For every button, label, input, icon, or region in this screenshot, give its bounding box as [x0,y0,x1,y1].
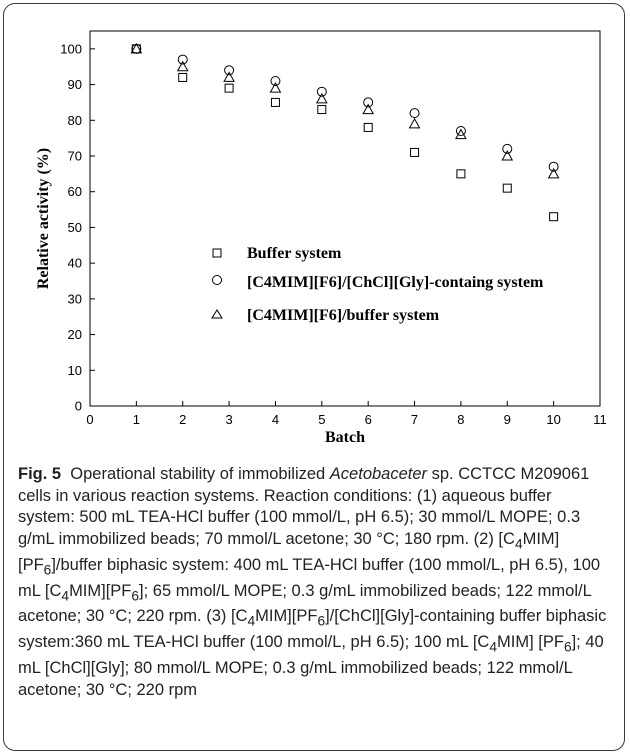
square-point [363,122,373,132]
triangle-point [130,42,143,54]
x-tick-label: 2 [179,412,186,427]
caption-organism: Acetobaceter [329,465,428,483]
caption-sub: 6 [317,613,326,629]
legend-triangle-marker [211,309,223,319]
triangle-point [547,167,560,179]
y-tick-label: 70 [68,149,82,164]
triangle-point [408,117,421,129]
x-tick-label: 8 [457,412,464,427]
caption-text: MIM][PF [18,529,560,574]
caption-sub: 4 [247,613,256,629]
triangle-point [223,71,235,82]
caption-text: MIM][PF [255,607,318,626]
caption-text: MIM] [PF [497,633,564,652]
triangle-point [269,82,282,93]
caption-text: ]; 65 mmol/L MOPE; 0.3 g/mL immobilized … [18,581,592,626]
y-axis-title: Relative activity (%) [35,148,52,289]
caption-sub: 6 [43,561,52,577]
legend-label-chcl-gly: [C4MIM][F6]/[ChCl][Gly]-containg system [247,274,544,291]
x-tick-label: 10 [546,412,560,427]
caption-sub: 4 [489,639,498,655]
square-point [270,97,280,107]
y-tick-label: 90 [68,77,82,92]
caption-text: Operational stability of immobilized [70,465,330,483]
legend-item-buffer: Buffer system [212,245,342,262]
y-axis-ticks: 0 10 20 30 40 50 60 70 80 90 100 [60,41,95,414]
figure-caption: Fig. 5 Operational stability of immobili… [18,464,610,701]
square-point [549,212,559,222]
y-tick-label: 50 [68,220,82,235]
y-tick-label: 30 [68,291,82,306]
circle-point [409,108,420,119]
caption-text: MIM][PF [69,581,132,600]
caption-sub: 4 [61,587,70,603]
legend-square-marker [212,248,222,258]
x-tick-label: 9 [504,412,511,427]
caption-label: Fig. 5 [18,465,62,483]
triangle-point [362,103,375,115]
y-tick-label: 20 [68,327,82,342]
circle-point [548,161,559,172]
x-tick-label: 11 [593,412,607,427]
caption-text: ]/[ChCl][Gly]-containing buffer biphasic… [18,607,607,652]
triangle-point [501,149,514,161]
square-point [317,105,327,115]
triangle-point [455,128,467,140]
circle-point [270,76,281,86]
x-tick-label: 7 [411,412,418,427]
circle-point [363,97,374,108]
circle-point [177,54,188,65]
circle-point [502,143,513,154]
caption-sub: 6 [563,639,572,655]
circle-point [224,65,235,76]
plot-border [89,30,601,407]
x-tick-label: 1 [133,412,140,427]
caption-text: ]; 40 mL [ChCl][Gly]; 80 mmol/L MOPE; 0.… [18,633,604,699]
legend-item-c4mim-buffer: [C4MIM][F6]/buffer system [211,307,440,324]
square-point [502,183,512,193]
caption-sub: 4 [514,536,523,552]
legend-label-buffer: Buffer system [247,245,342,262]
y-tick-label: 100 [60,41,82,56]
markers [130,42,560,222]
square-point [224,83,234,93]
square-point [410,147,420,157]
y-tick-label: 60 [68,184,82,199]
y-tick-label: 80 [68,113,82,128]
x-tick-label: 4 [272,412,279,427]
triangle-point [176,60,189,72]
circle-point [455,126,466,136]
y-tick-label: 40 [68,256,82,271]
x-tick-label: 5 [318,412,325,427]
x-tick-label: 6 [365,412,372,427]
circle-point [316,86,327,97]
figure-frame [3,3,625,751]
square-point [456,169,466,179]
x-axis-title: Batch [325,429,365,446]
x-tick-label: 3 [225,412,232,427]
triangle-point [315,92,328,104]
legend: Buffer system [C4MIM][F6]/[ChCl][Gly]-co… [211,245,544,324]
legend-item-chcl-gly: [C4MIM][F6]/[ChCl][Gly]-containg system [212,274,544,291]
x-axis-ticks: 0 1 2 3 4 5 6 7 8 9 10 11 [86,401,607,427]
legend-circle-marker [212,275,222,285]
legend-label-c4mim-buffer: [C4MIM][F6]/buffer system [247,307,440,324]
square-point [178,72,188,82]
caption-text: sp. CCTCC M209061 cells in various react… [18,465,590,548]
y-tick-label: 0 [75,399,82,414]
y-tick-label: 10 [68,363,82,378]
caption-sub: 6 [131,587,140,603]
x-tick-label: 0 [86,412,93,427]
caption-text: ]/buffer biphasic system: 400 mL TEA-HCl… [18,555,601,600]
chart: 0 10 20 30 40 50 60 70 80 90 100 0 1 2 3 4 5 6 7 8 9 10 11 Ba… [35,30,607,446]
